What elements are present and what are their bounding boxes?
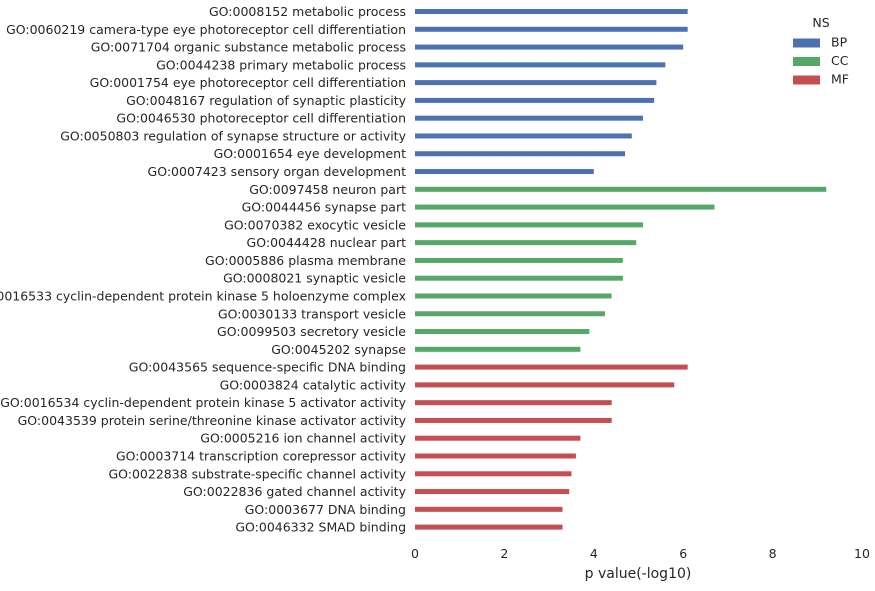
bar: [415, 435, 581, 441]
y-tick-label: GO:0016533 cyclin-dependent protein kina…: [0, 288, 406, 303]
bar: [415, 169, 594, 175]
y-tick-label: GO:0001754 eye photoreceptor cell differ…: [90, 75, 406, 90]
bar: [415, 240, 637, 246]
y-tick-label: GO:0071704 organic substance metabolic p…: [91, 40, 406, 55]
y-tick-label: GO:0022836 gated channel activity: [183, 484, 406, 499]
bar: [415, 186, 827, 192]
bar: [415, 9, 688, 14]
bar: [415, 329, 590, 335]
y-tick-label: GO:0048167 regulation of synaptic plasti…: [126, 93, 406, 108]
legend-entries: BP CC MF: [793, 35, 849, 87]
y-tick-label: GO:0008152 metabolic process: [209, 4, 406, 19]
bar: [415, 471, 572, 477]
bar: [415, 80, 657, 86]
y-tick-labels: GO:0008152 metabolic process GO:0060219 c…: [0, 4, 407, 535]
bar: [415, 364, 688, 370]
legend-title: NS: [812, 15, 829, 30]
y-tick-label: GO:0099503 secretory vesicle: [217, 324, 406, 339]
y-tick-label: GO:0070382 exocytic vesicle: [224, 217, 406, 232]
bars-group: [415, 9, 827, 530]
y-tick-label: GO:0045202 synapse: [271, 342, 406, 357]
bar: [415, 26, 688, 32]
y-tick-label: GO:0043539 protein serine/threonine kina…: [18, 413, 407, 428]
legend-swatch: [793, 75, 820, 85]
y-tick-label: GO:0050803 regulation of synapse structu…: [60, 128, 406, 143]
y-tick-label: GO:0005886 plasma membrane: [205, 253, 406, 268]
y-tick-label: GO:0022838 substrate-specific channel ac…: [108, 466, 406, 481]
x-tick-label: 4: [590, 546, 598, 561]
bar: [415, 417, 612, 423]
legend-label: BP: [831, 35, 848, 50]
y-tick-label: GO:0043565 sequence-specific DNA binding: [129, 360, 406, 375]
bar: [415, 115, 643, 121]
bar: [415, 133, 632, 139]
x-tick-label: 8: [769, 546, 777, 561]
x-axis-label: p value(-log10): [585, 566, 692, 582]
y-tick-label: GO:0060219 camera-type eye photoreceptor…: [6, 22, 406, 37]
y-tick-label: GO:0003714 transcription corepressor act…: [116, 449, 407, 464]
x-tick-label: 6: [679, 546, 687, 561]
legend-swatch: [793, 57, 820, 66]
y-tick-label: GO:0046332 SMAD binding: [235, 520, 406, 535]
bar: [415, 506, 563, 512]
y-tick-label: GO:0046530 photoreceptor cell differenti…: [116, 111, 406, 126]
bar: [415, 293, 612, 299]
y-tick-label: GO:0001654 eye development: [214, 146, 406, 161]
y-tick-label: GO:0097458 neuron part: [249, 182, 406, 197]
bar: [415, 400, 612, 406]
y-tick-label: GO:0044456 synapse part: [242, 200, 406, 215]
bar: [415, 275, 623, 281]
bar: [415, 222, 643, 228]
y-tick-label: GO:0007423 sensory organ development: [148, 164, 407, 179]
bar: [415, 151, 626, 157]
y-tick-label: GO:0005216 ion channel activity: [200, 431, 406, 446]
y-tick-label: GO:0016534 cyclin-dependent protein kina…: [0, 395, 406, 410]
y-tick-label: GO:0044428 nuclear part: [247, 235, 407, 250]
bar: [415, 453, 576, 459]
bar: [415, 382, 675, 388]
legend-swatch: [793, 38, 820, 48]
x-tick-labels: 0 2 4 6 8 10: [411, 546, 870, 561]
bar: [415, 524, 563, 530]
bar: [415, 346, 581, 352]
legend-label: CC: [831, 53, 849, 68]
x-tick-label: 2: [500, 546, 508, 561]
legend: NS BP CC MF: [793, 15, 849, 87]
bar: [415, 97, 655, 103]
x-tick-label: 0: [411, 546, 419, 561]
x-tick-label: 10: [854, 546, 870, 561]
y-tick-label: GO:0008021 synaptic vesicle: [223, 271, 406, 286]
y-tick-label: GO:0003677 DNA binding: [245, 502, 406, 517]
bar: [415, 44, 684, 50]
legend-label: MF: [831, 72, 849, 87]
y-tick-label: GO:0030133 transport vesicle: [218, 306, 406, 321]
y-tick-label: GO:0003824 catalytic activity: [220, 377, 407, 392]
y-tick-label: GO:0044238 primary metabolic process: [156, 57, 406, 72]
bar: [415, 62, 666, 68]
bar: [415, 257, 623, 263]
bar: [415, 204, 715, 210]
bar: [415, 489, 570, 495]
bar: [415, 311, 605, 317]
